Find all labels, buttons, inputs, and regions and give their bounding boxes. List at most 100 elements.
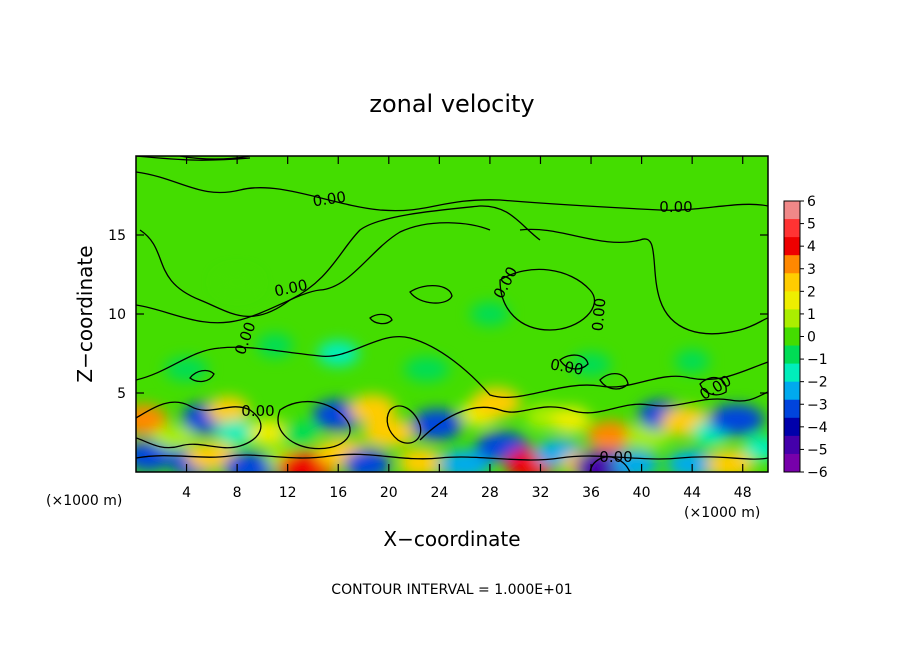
velocity-blob	[223, 452, 277, 472]
colorbar-tick-label: 4	[807, 239, 816, 255]
x-tick-label: 48	[734, 485, 752, 501]
colorbar-tick-label: −4	[807, 420, 828, 436]
colorbar-segment	[784, 273, 800, 292]
x-tick-label: 36	[582, 485, 600, 501]
colorbar-segment	[784, 309, 800, 328]
velocity-blob	[164, 357, 209, 382]
x-tick-label: 24	[430, 485, 448, 501]
colorbar-tick-label: 2	[807, 284, 816, 300]
contour-line	[599, 373, 629, 390]
velocity-blob	[344, 448, 391, 472]
velocity-blob	[215, 419, 259, 446]
x-axis: 4 8 12 16 20 24 28 32 36 40 44 48	[182, 156, 752, 501]
colorbar-segment	[784, 237, 800, 256]
velocity-blob	[398, 448, 443, 472]
colorbar-tick-label: 5	[807, 217, 816, 233]
colorbar-tick-label: 6	[807, 194, 816, 210]
contour-line	[277, 400, 351, 450]
velocity-blob	[551, 406, 591, 433]
y-axis: 5 10 15	[108, 228, 768, 402]
velocity-blob	[136, 404, 168, 436]
contour-line	[369, 313, 393, 325]
x-unit-right: (×1000 m)	[684, 505, 760, 521]
contour-line	[519, 228, 768, 335]
colorbar-segment	[784, 255, 800, 274]
velocity-blob	[348, 394, 396, 424]
y-tick-label: 10	[108, 307, 126, 323]
velocity-blob	[216, 270, 258, 294]
x-axis-label: X−coordinate	[383, 527, 520, 551]
velocity-blob	[706, 449, 754, 472]
colorbar-tick-label: 3	[807, 262, 816, 278]
y-tick-label: 5	[117, 386, 126, 402]
x-tick-label: 12	[279, 485, 297, 501]
colorbar-segment	[784, 345, 800, 365]
contour-label: 0.00	[241, 402, 274, 420]
chart-title: zonal velocity	[369, 90, 534, 118]
contour-label: 0.00	[659, 198, 692, 216]
x-tick-label: 20	[380, 485, 398, 501]
colorbar-segment	[784, 201, 800, 220]
velocity-blob	[438, 449, 491, 472]
x-tick-label: 40	[633, 485, 651, 501]
contour-line	[409, 285, 453, 304]
colorbar-segment	[784, 327, 800, 347]
contour-line	[419, 391, 768, 441]
contour-line	[136, 336, 768, 399]
colorbar-tick-label: −6	[807, 465, 828, 481]
contour-line	[189, 369, 215, 383]
contour-line	[139, 205, 541, 317]
colorbar-segment	[784, 453, 800, 473]
colorbar-tick-label: −5	[807, 442, 828, 458]
x-tick-label: 32	[532, 485, 550, 501]
contour-label: 0.00	[599, 448, 632, 466]
contour-line	[136, 171, 768, 212]
velocity-blob	[470, 302, 510, 326]
colorbar-tick-label: 0	[807, 330, 816, 346]
x-tick-label: 16	[329, 485, 347, 501]
velocity-blob	[281, 421, 319, 447]
velocity-blob	[207, 396, 250, 425]
contour-line	[386, 405, 422, 444]
velocity-blob	[404, 356, 450, 382]
colorbar-tick-label: −3	[807, 397, 828, 413]
velocity-blob	[742, 435, 768, 462]
colorbar-segment	[784, 399, 800, 419]
velocity-blob	[362, 417, 415, 448]
contour-line	[589, 456, 631, 472]
x-tick-label: 8	[233, 485, 242, 501]
velocity-blob	[708, 404, 765, 436]
x-tick-label: 4	[182, 485, 191, 501]
velocity-blob	[612, 450, 659, 472]
contour-line	[559, 354, 589, 370]
velocity-blob	[257, 333, 294, 358]
contour-lines	[136, 156, 768, 472]
colorbar-segment	[784, 417, 800, 437]
colorbar-tick-label: −1	[807, 352, 828, 368]
contour-line	[136, 156, 251, 161]
plot-area	[136, 156, 768, 472]
contour-line	[499, 268, 596, 331]
velocity-blob	[152, 425, 196, 450]
x-unit-left: (×1000 m)	[46, 493, 122, 509]
velocity-blob	[674, 349, 710, 374]
x-tick-label: 28	[481, 485, 499, 501]
contour-line	[699, 376, 727, 396]
velocity-blob	[471, 387, 521, 418]
contour-label: 0.00	[549, 355, 585, 379]
contour-interval-note: CONTOUR INTERVAL = 1.000E+01	[331, 582, 572, 598]
contour-label: 0.00	[312, 188, 348, 210]
contour-line	[136, 401, 262, 449]
colorbar-segment	[784, 291, 800, 310]
velocity-blob	[571, 352, 612, 377]
contour-line	[136, 453, 768, 461]
colorbar-tick-label: −2	[807, 375, 828, 391]
colorbar-tick-label: 1	[807, 307, 816, 323]
velocity-blob	[317, 340, 360, 367]
contour-line	[136, 222, 491, 324]
colorbar-segment	[784, 435, 800, 455]
velocity-blob	[586, 420, 634, 451]
contour-label: 0.00	[589, 297, 610, 332]
colorbar-segment	[784, 381, 800, 401]
